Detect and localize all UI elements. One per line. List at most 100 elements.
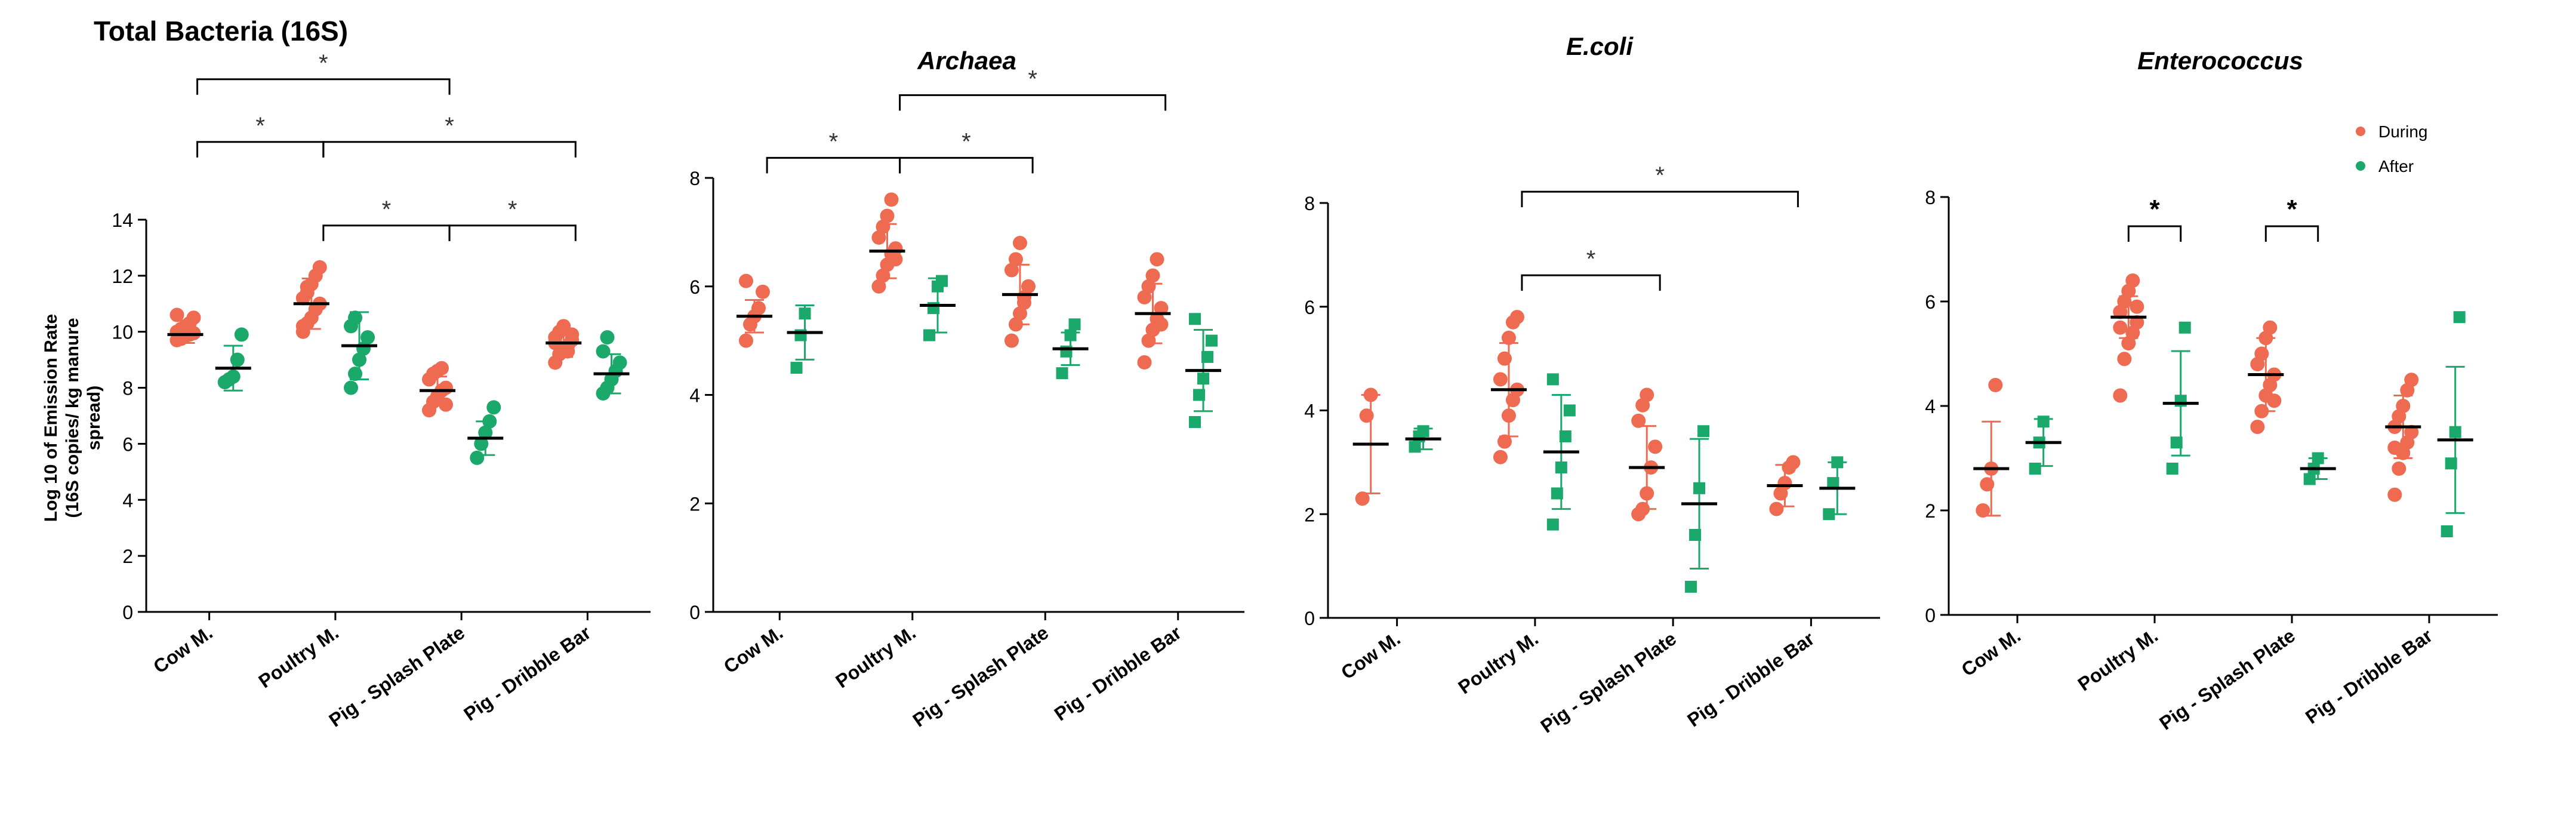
data-point <box>2392 461 2406 476</box>
data-point <box>596 344 611 359</box>
y-tick-label: 4 <box>689 385 700 407</box>
y-tick-label: 14 <box>112 210 133 231</box>
data-point <box>1823 508 1835 521</box>
y-tick-label: 10 <box>112 322 133 343</box>
significance-bracket <box>196 141 325 158</box>
data-point <box>482 414 497 429</box>
data-point <box>2166 463 2178 475</box>
data-point <box>2303 473 2316 485</box>
series-after-group <box>920 275 956 341</box>
x-tick-label: Poultry M. <box>831 621 919 692</box>
legend-marker-during <box>2356 127 2365 136</box>
data-point <box>295 319 310 334</box>
data-point <box>1417 425 1429 438</box>
data-point <box>1555 461 1567 474</box>
significance-star: * <box>382 196 392 223</box>
significance-bracket <box>766 156 901 174</box>
data-point <box>1008 252 1023 267</box>
y-tick-label: 8 <box>1925 187 1936 208</box>
series-during-group <box>1002 236 1038 348</box>
x-tick-label: Poultry M. <box>1455 627 1542 698</box>
data-point <box>300 279 315 294</box>
chart-title: Total Bacteria (16S) <box>94 16 348 47</box>
data-point <box>2453 311 2466 324</box>
series-after-group <box>2300 452 2336 485</box>
data-point <box>2396 399 2411 413</box>
y-tick-label: 0 <box>689 602 700 623</box>
data-point <box>1697 425 1710 438</box>
data-point <box>1635 501 1650 516</box>
data-point <box>1189 313 1201 325</box>
data-point <box>1154 317 1169 332</box>
y-tick-label: 6 <box>1925 291 1936 313</box>
data-point <box>1551 487 1563 500</box>
data-point <box>799 307 811 320</box>
data-point <box>352 352 367 367</box>
data-point <box>1012 236 1027 251</box>
data-point <box>1493 450 1508 464</box>
significance-star: * <box>829 128 839 155</box>
y-tick-label: 4 <box>122 490 133 511</box>
data-point <box>1008 317 1023 332</box>
data-point <box>234 327 249 342</box>
data-point <box>438 380 453 395</box>
chart-panel-2: Archaea 0 2 4 6 8 Cow M. Poultry M.Pig - Splash… <box>689 47 1244 731</box>
y-tick-label: 0 <box>122 602 133 623</box>
series-during-group <box>546 319 582 370</box>
data-point <box>226 369 241 384</box>
x-tick-label: Pig - Splash Plate <box>909 621 1053 731</box>
data-point <box>2387 487 2402 502</box>
data-point <box>884 192 899 207</box>
y-tick-label: 12 <box>112 266 133 287</box>
y-axis-label-line: (16S copies/ kg manure <box>63 318 82 518</box>
series-during-group <box>293 260 329 339</box>
x-tick-label: Pig - Splash Plate <box>1537 627 1681 737</box>
y-tick-label: 2 <box>1304 504 1315 525</box>
data-point <box>1546 373 1559 386</box>
chart-title: Enterococcus <box>2137 47 2303 75</box>
x-tick-label: Pig - Splash Plate <box>325 621 469 731</box>
data-point <box>478 425 493 440</box>
data-point <box>2113 388 2128 403</box>
series-after-group <box>1681 425 1718 593</box>
legend-marker-after <box>2356 161 2365 171</box>
significance-star: * <box>2149 195 2160 224</box>
y-tick-label: 8 <box>689 168 700 189</box>
series-after-group <box>787 304 823 374</box>
y-axis-label-group: Log 10 of Emission Rate (16S copies/ kg m… <box>41 314 104 522</box>
significance-star: * <box>962 128 971 155</box>
series-during-group <box>1135 252 1171 370</box>
data-point <box>565 327 580 342</box>
data-point <box>880 208 895 223</box>
data-point <box>876 219 890 234</box>
data-point <box>1021 279 1036 294</box>
data-point <box>2387 441 2402 455</box>
x-tick-label: Cow M. <box>720 621 787 678</box>
series-after-group <box>2437 311 2473 537</box>
data-point <box>2312 452 2324 464</box>
data-point <box>230 352 245 367</box>
data-point <box>2404 424 2419 439</box>
x-tick-label: Cow M. <box>1337 627 1404 684</box>
series-after-group <box>341 310 378 395</box>
data-point <box>1355 491 1370 506</box>
y-tick-label: 2 <box>1925 500 1936 522</box>
data-point <box>1409 441 1421 453</box>
chart-panel-1: Total Bacteria (16S) 0 2 4 6 8 10 12 14 Cow M. Pou… <box>94 16 651 731</box>
data-point <box>1206 334 1218 347</box>
data-point <box>871 279 886 294</box>
data-point <box>751 301 766 316</box>
series-during-group <box>2385 373 2421 502</box>
series-during-group <box>167 307 204 347</box>
x-tick-label: Pig - Dribble Bar <box>1683 627 1818 731</box>
data-point <box>1004 263 1019 278</box>
y-tick-label: 8 <box>122 378 133 399</box>
data-point <box>2250 420 2265 434</box>
data-point <box>1559 430 1572 442</box>
significance-bracket <box>899 156 1034 174</box>
data-point <box>755 284 770 299</box>
significance-star: * <box>445 113 454 139</box>
x-tick-label: Pig - Dribble Bar <box>460 621 594 725</box>
series-during-group <box>1629 387 1665 522</box>
data-point <box>344 380 359 395</box>
